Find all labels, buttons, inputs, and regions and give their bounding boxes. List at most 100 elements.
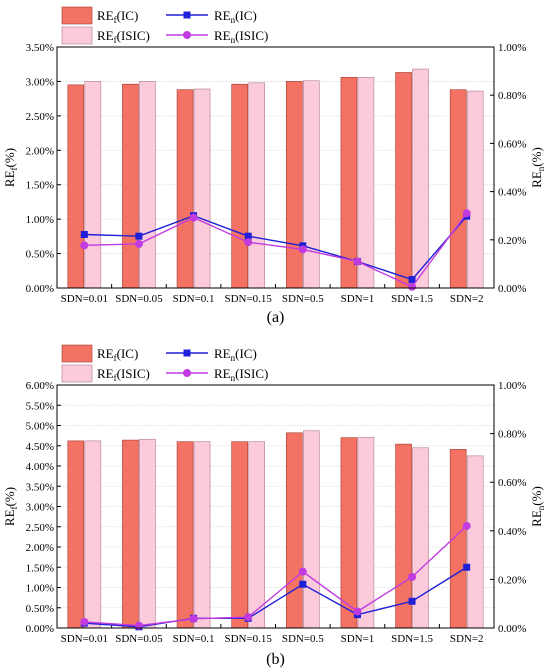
panel-label: (b) bbox=[266, 651, 285, 668]
legend-swatch-ref-isic bbox=[61, 364, 93, 383]
bar-ref-ic bbox=[340, 437, 358, 629]
legend-marker-circle bbox=[183, 31, 191, 39]
plot-frame bbox=[56, 46, 495, 289]
marker-square bbox=[80, 230, 88, 238]
bar-ref-ic bbox=[286, 432, 303, 629]
legend-marker-circle bbox=[183, 369, 191, 377]
marker-circle bbox=[408, 572, 417, 581]
bar-ref-isic bbox=[248, 441, 265, 629]
left-tick-label: 0.00% bbox=[26, 283, 54, 295]
bar-ref-ic bbox=[231, 441, 248, 629]
left-tick-label: 5.00% bbox=[26, 421, 54, 433]
right-tick-label: 0.20% bbox=[498, 235, 526, 247]
left-tick-label: 4.50% bbox=[26, 441, 54, 453]
marker-circle bbox=[353, 257, 362, 266]
bar-ref-isic bbox=[84, 81, 102, 289]
left-tick-label: 2.00% bbox=[26, 145, 54, 157]
right-tick-label: 0.80% bbox=[498, 90, 526, 102]
bar-ref-isic bbox=[193, 441, 211, 629]
legend-swatch-ref-ic bbox=[61, 344, 93, 363]
bar-ref-ic bbox=[395, 72, 412, 289]
bar-ref-ic bbox=[122, 83, 139, 289]
bar-ref-isic bbox=[139, 438, 156, 629]
bar-ref-ic bbox=[122, 439, 139, 629]
left-axis-title: REf(%) bbox=[2, 487, 19, 526]
category-label: SDN=1 bbox=[341, 293, 375, 305]
left-tick-label: 2.50% bbox=[26, 522, 54, 534]
plot-frame bbox=[56, 384, 495, 629]
category-label: SDN=0.05 bbox=[115, 293, 163, 305]
line-ren-ic bbox=[84, 566, 468, 628]
legend: REf(IC) REf(ISIC) REn(IC) REn(ISIC) bbox=[61, 344, 268, 383]
legend-label-ref-isic: REf(ISIC) bbox=[97, 28, 150, 45]
left-tick-label: 3.50% bbox=[26, 481, 54, 493]
marker-square bbox=[408, 597, 416, 605]
legend-swatch-ref-ic bbox=[61, 6, 93, 25]
left-axis-title: REf(%) bbox=[2, 148, 19, 187]
marker-circle bbox=[298, 567, 307, 576]
marker-circle bbox=[80, 241, 89, 250]
right-tick-label: 0.60% bbox=[498, 477, 526, 489]
bar-ref-isic bbox=[466, 90, 484, 289]
marker-circle bbox=[408, 282, 417, 291]
marker-square bbox=[463, 563, 471, 571]
marker-circle bbox=[244, 613, 253, 622]
bar-ref-isic bbox=[193, 88, 211, 289]
marker-circle bbox=[462, 209, 471, 218]
marker-circle bbox=[244, 238, 253, 247]
left-tick-label: 3.00% bbox=[26, 502, 54, 514]
category-label: SDN=2 bbox=[450, 293, 484, 305]
marker-square bbox=[135, 232, 143, 240]
category-label: SDN=0.01 bbox=[61, 633, 108, 645]
chart-panel-b: 0.00% 0.50% 1.00% 1.50% 2.00% 2.50% 3.00% 3.50%… bbox=[2, 344, 546, 668]
bar-ref-ic bbox=[286, 81, 303, 289]
bar-ref-ic bbox=[176, 89, 194, 289]
legend-label-ref-ic: REf(IC) bbox=[97, 346, 138, 363]
category-label: SDN=0.5 bbox=[282, 633, 324, 645]
legend-label-ren-isic: REn(ISIC) bbox=[214, 28, 268, 45]
left-tick-label: 0.50% bbox=[26, 603, 54, 615]
category-label: SDN=1.5 bbox=[391, 633, 433, 645]
bar-ref-ic bbox=[231, 83, 248, 289]
panel-label: (a) bbox=[267, 309, 285, 326]
bar-ref-ic bbox=[67, 84, 85, 289]
legend-label-ren-ic: REn(IC) bbox=[214, 8, 257, 25]
legend-label-ren-ic: REn(IC) bbox=[214, 346, 257, 363]
right-tick-label: 0.00% bbox=[498, 283, 526, 295]
bar-ref-isic bbox=[84, 440, 102, 629]
marker-circle bbox=[189, 614, 198, 623]
right-axis-title: REn(%) bbox=[529, 486, 546, 527]
marker-circle bbox=[189, 213, 198, 222]
left-tick-label: 0.00% bbox=[26, 623, 54, 635]
marker-circle bbox=[298, 245, 307, 254]
left-tick-label: 6.00% bbox=[26, 380, 54, 392]
right-tick-label: 0.80% bbox=[498, 429, 526, 441]
bar-ref-isic bbox=[139, 81, 156, 289]
legend-label-ren-isic: REn(ISIC) bbox=[214, 366, 268, 383]
legend-label-ref-ic: REf(IC) bbox=[97, 8, 138, 25]
legend: REf(IC) REf(ISIC) REn(IC) REn(ISIC) bbox=[61, 6, 268, 45]
category-label: SDN=0.5 bbox=[282, 293, 324, 305]
bar-ref-isic bbox=[357, 436, 375, 629]
left-tick-label: 2.50% bbox=[26, 111, 54, 123]
marker-circle bbox=[462, 521, 471, 530]
marker-circle bbox=[353, 607, 362, 616]
left-tick-label: 1.50% bbox=[26, 562, 54, 574]
right-tick-label: 1.00% bbox=[498, 42, 526, 54]
left-tick-label: 3.50% bbox=[26, 42, 54, 54]
right-axis-title: REn(%) bbox=[529, 147, 546, 188]
legend-marker-square bbox=[183, 349, 191, 357]
right-tick-label: 0.20% bbox=[498, 574, 526, 586]
marker-square bbox=[408, 276, 416, 284]
left-tick-label: 1.00% bbox=[26, 583, 54, 595]
bar-ref-isic bbox=[466, 455, 484, 629]
category-label: SDN=0.15 bbox=[224, 633, 272, 645]
right-tick-label: 0.40% bbox=[498, 526, 526, 538]
bar-ref-ic bbox=[176, 441, 194, 629]
right-tick-label: 0.00% bbox=[498, 623, 526, 635]
category-label: SDN=2 bbox=[450, 633, 484, 645]
bar-ref-isic bbox=[248, 82, 265, 289]
left-tick-label: 2.00% bbox=[26, 542, 54, 554]
left-tick-label: 1.00% bbox=[26, 214, 54, 226]
